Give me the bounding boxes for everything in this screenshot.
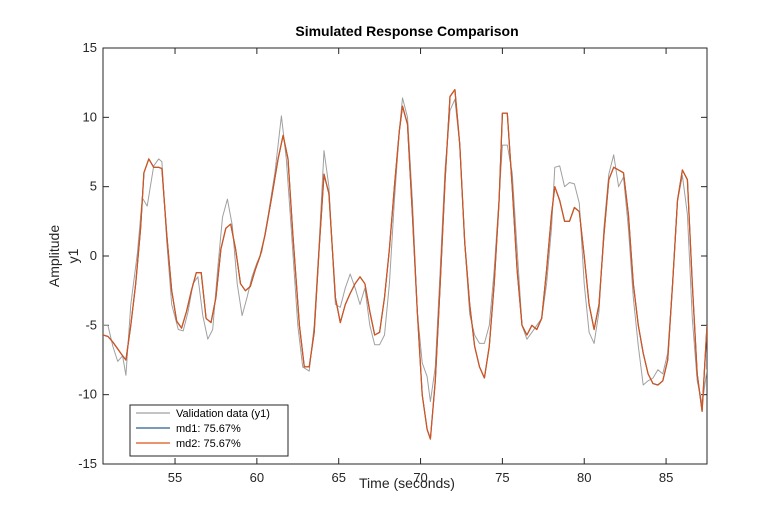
- x-tick-label: 75: [495, 470, 509, 485]
- x-tick-label: 55: [168, 470, 182, 485]
- series-line-3: [103, 88, 707, 440]
- plot-area: [102, 47, 708, 465]
- y-tick-label: 15: [83, 40, 97, 55]
- y-tick-label: 5: [90, 179, 97, 194]
- x-tick-label: 65: [331, 470, 345, 485]
- x-tick-label: 85: [659, 470, 673, 485]
- y-axis-label: Amplitude: [46, 225, 62, 287]
- y-axis-ticks: -15 -10 -5 0 5 10 15: [78, 40, 707, 471]
- x-tick-label: 80: [577, 470, 591, 485]
- y-tick-label: -10: [78, 387, 97, 402]
- y-tick-label: -5: [85, 317, 97, 332]
- legend-label: Validation data (y1): [176, 408, 270, 420]
- chart-title: Simulated Response Comparison: [295, 23, 518, 39]
- legend: Validation data (y1) md1: 75.67% md2: 75.6…: [129, 404, 289, 457]
- x-tick-label: 60: [250, 470, 264, 485]
- series-lines: [103, 88, 707, 440]
- legend-label: md2: 75.67%: [176, 438, 241, 450]
- y-tick-label: -15: [78, 456, 97, 471]
- x-axis-label: Time (seconds): [359, 475, 455, 491]
- y-channel-label: y1: [65, 248, 81, 263]
- x-tick-label: 70: [413, 470, 427, 485]
- x-axis-ticks: 55 60 65 70 75 80 85: [168, 48, 673, 485]
- y-tick-label: 0: [90, 248, 97, 263]
- y-tick-label: 10: [83, 109, 97, 124]
- legend-label: md1: 75.67%: [176, 423, 241, 435]
